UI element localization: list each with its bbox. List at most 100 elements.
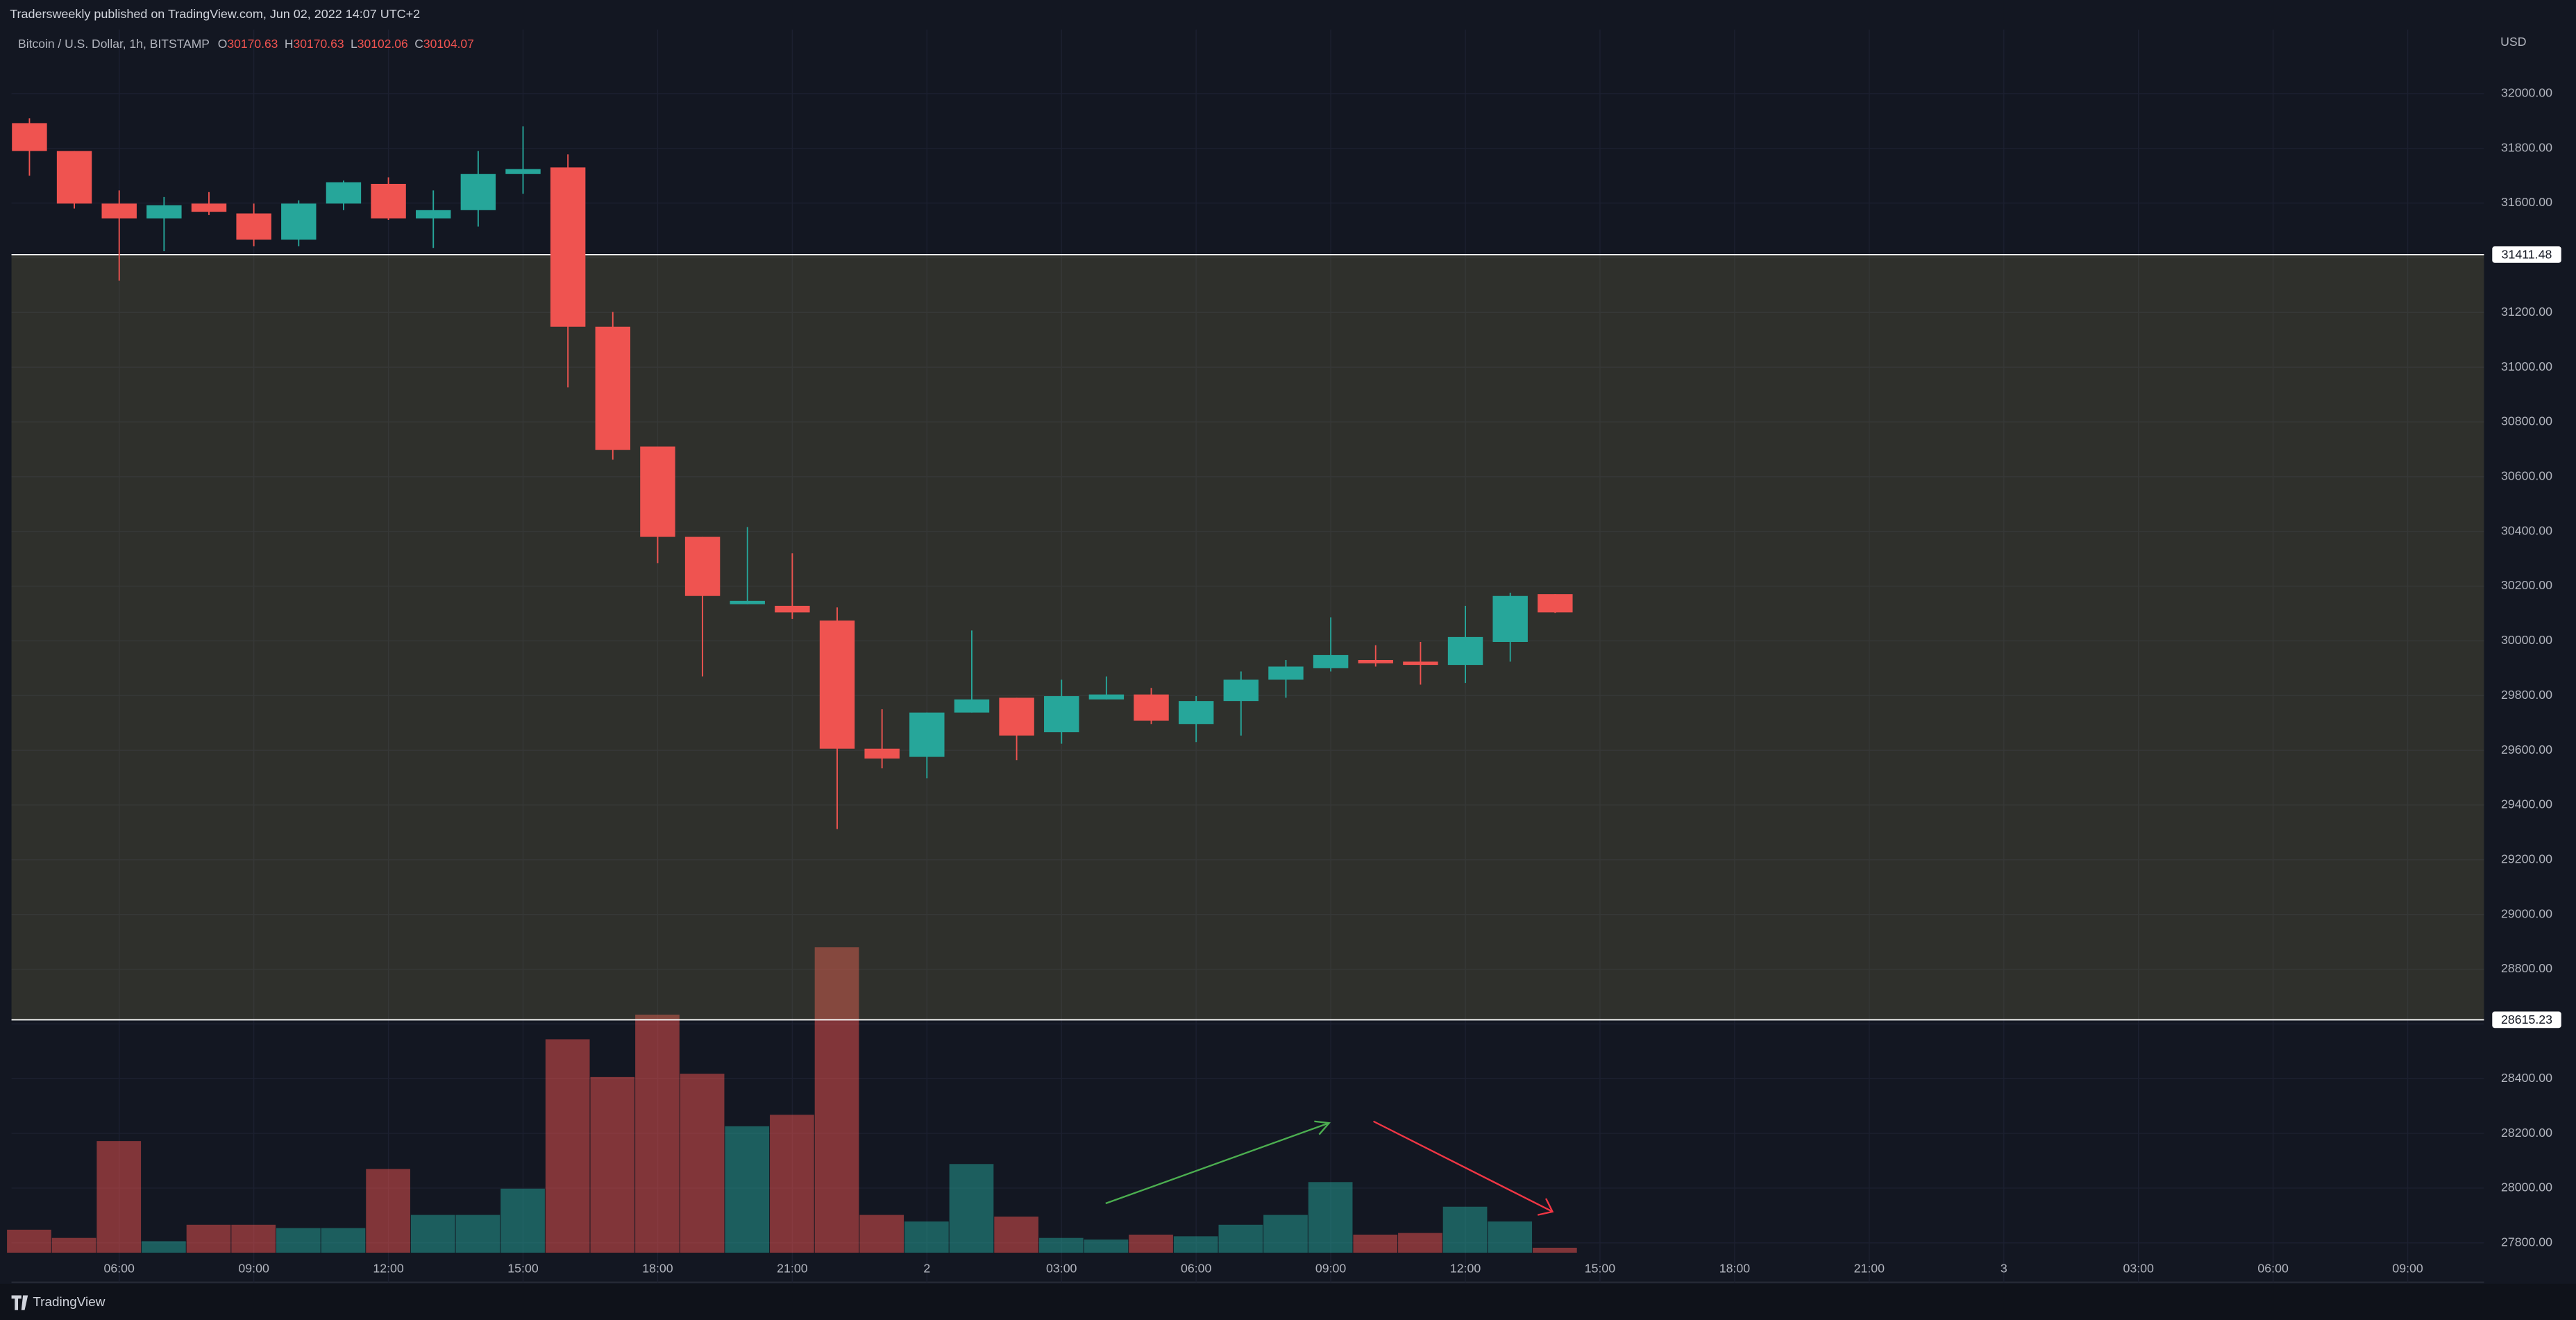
volume-bar [859,1215,904,1253]
x-tick-label: 12:00 [1450,1261,1481,1275]
volume-bar [1442,1206,1488,1253]
high-label: H [285,37,294,51]
volume-bar [1488,1221,1533,1253]
x-tick-label: 06:00 [2257,1261,2289,1275]
candle-body [1223,679,1259,702]
volume-bar [142,1241,186,1253]
volume-bar [635,1014,680,1253]
x-tick-label: 09:00 [2392,1261,2423,1275]
y-tick-label: 29400.00 [2501,797,2552,811]
volume-bar [1263,1215,1308,1253]
candle-body [1268,666,1304,680]
y-tick-label: 31200.00 [2501,305,2552,319]
volume-bar [545,1039,590,1253]
x-tick-label: 03:00 [1046,1261,1077,1275]
candle-body [819,620,855,749]
volume-bar [7,1229,51,1253]
volume-bar [1084,1239,1129,1253]
low-label: L [351,37,357,51]
candle-body [371,183,406,219]
x-tick-label: 18:00 [1719,1261,1751,1275]
x-tick-label: 3 [2001,1261,2007,1275]
plot-area: 27800.0028000.0028200.0028400.0028600.00… [7,29,2561,1283]
symbol: Bitcoin / U.S. Dollar, 1h, BITSTAMP [18,37,210,51]
volume-bar [1038,1237,1084,1253]
volume-bar [455,1215,500,1253]
price-label: 28615.23 [2501,1013,2552,1026]
candle-body [146,205,182,219]
x-tick-label: 21:00 [777,1261,808,1275]
y-tick-label: 32000.00 [2501,86,2552,100]
price-label-box [2492,1011,2561,1029]
y-tick-label: 31800.00 [2501,140,2552,154]
volume-bar [500,1188,545,1253]
candle-body [775,605,810,613]
y-tick-label: 28800.00 [2501,961,2552,975]
y-tick-label: 31600.00 [2501,195,2552,209]
down-arrow-head [1537,1198,1554,1216]
volume-bar [590,1076,635,1253]
price-label-box [2492,246,2561,263]
volume-bar [994,1216,1038,1253]
candle-body [1403,661,1438,666]
x-tick-label: 06:00 [1181,1261,1212,1275]
volume-bar [1398,1233,1442,1253]
candle-body [595,326,631,450]
volume-bar [410,1215,455,1253]
candle-body [640,446,675,537]
candle-body [12,123,47,151]
candle-body [1134,694,1169,721]
volume-bar [366,1169,410,1253]
y-tick-label: 29000.00 [2501,906,2552,920]
volume-bar [96,1141,142,1253]
volume-bar [725,1126,770,1253]
candle-body [191,203,227,212]
volume-bar [949,1164,994,1253]
x-tick-label: 09:00 [1315,1261,1347,1275]
logo [11,1295,28,1310]
x-tick-label: 06:00 [104,1261,135,1275]
x-tick-label: 2 [923,1261,930,1275]
symbol-legend: Bitcoin / U.S. Dollar, 1h, BITSTAMP O 3017… [18,37,474,51]
y-tick-label: 30200.00 [2501,578,2552,592]
high-value: 30170.63 [294,37,344,51]
candle-body [326,182,362,204]
candle-body [460,174,496,210]
down-arrow [1373,1120,1554,1212]
y-tick-label: 30600.00 [2501,469,2552,483]
y-tick-label: 30400.00 [2501,523,2552,537]
candle-body [1088,694,1125,700]
y-tick-label: 30800.00 [2501,414,2552,428]
candle-body [1447,636,1483,666]
y-tick-label: 29800.00 [2501,688,2552,702]
candle-body [999,697,1034,736]
volume-bar [680,1074,725,1253]
volume-bar [1173,1236,1218,1253]
volume-bar [1308,1182,1353,1253]
volume-bar [904,1221,949,1253]
volume-bar [770,1115,814,1253]
x-tick-label: 12:00 [373,1261,404,1275]
brand: TradingView [33,1295,105,1310]
open-label: O [218,37,228,51]
y-tick-label: 28400.00 [2501,1071,2552,1085]
up-arrow-head [1314,1120,1331,1135]
x-tick-label: 21:00 [1854,1261,1885,1275]
candle-body [730,600,765,604]
y-tick-label: 30000.00 [2501,633,2552,647]
publisher-line: Tradersweekly published on TradingView.c… [10,7,420,21]
up-arrow [1105,1122,1330,1205]
candle-body [505,169,541,174]
close-value: 30104.07 [423,37,474,51]
volume-bar [814,947,859,1253]
footer-bar [0,1283,2576,1320]
candle-body [1044,696,1079,733]
volume-bar [186,1224,231,1253]
candle-body [416,210,451,219]
volume-bar [1353,1234,1398,1253]
candle-body [1178,701,1214,725]
candle-body [1358,660,1393,663]
x-tick-label: 15:00 [1585,1261,1616,1275]
